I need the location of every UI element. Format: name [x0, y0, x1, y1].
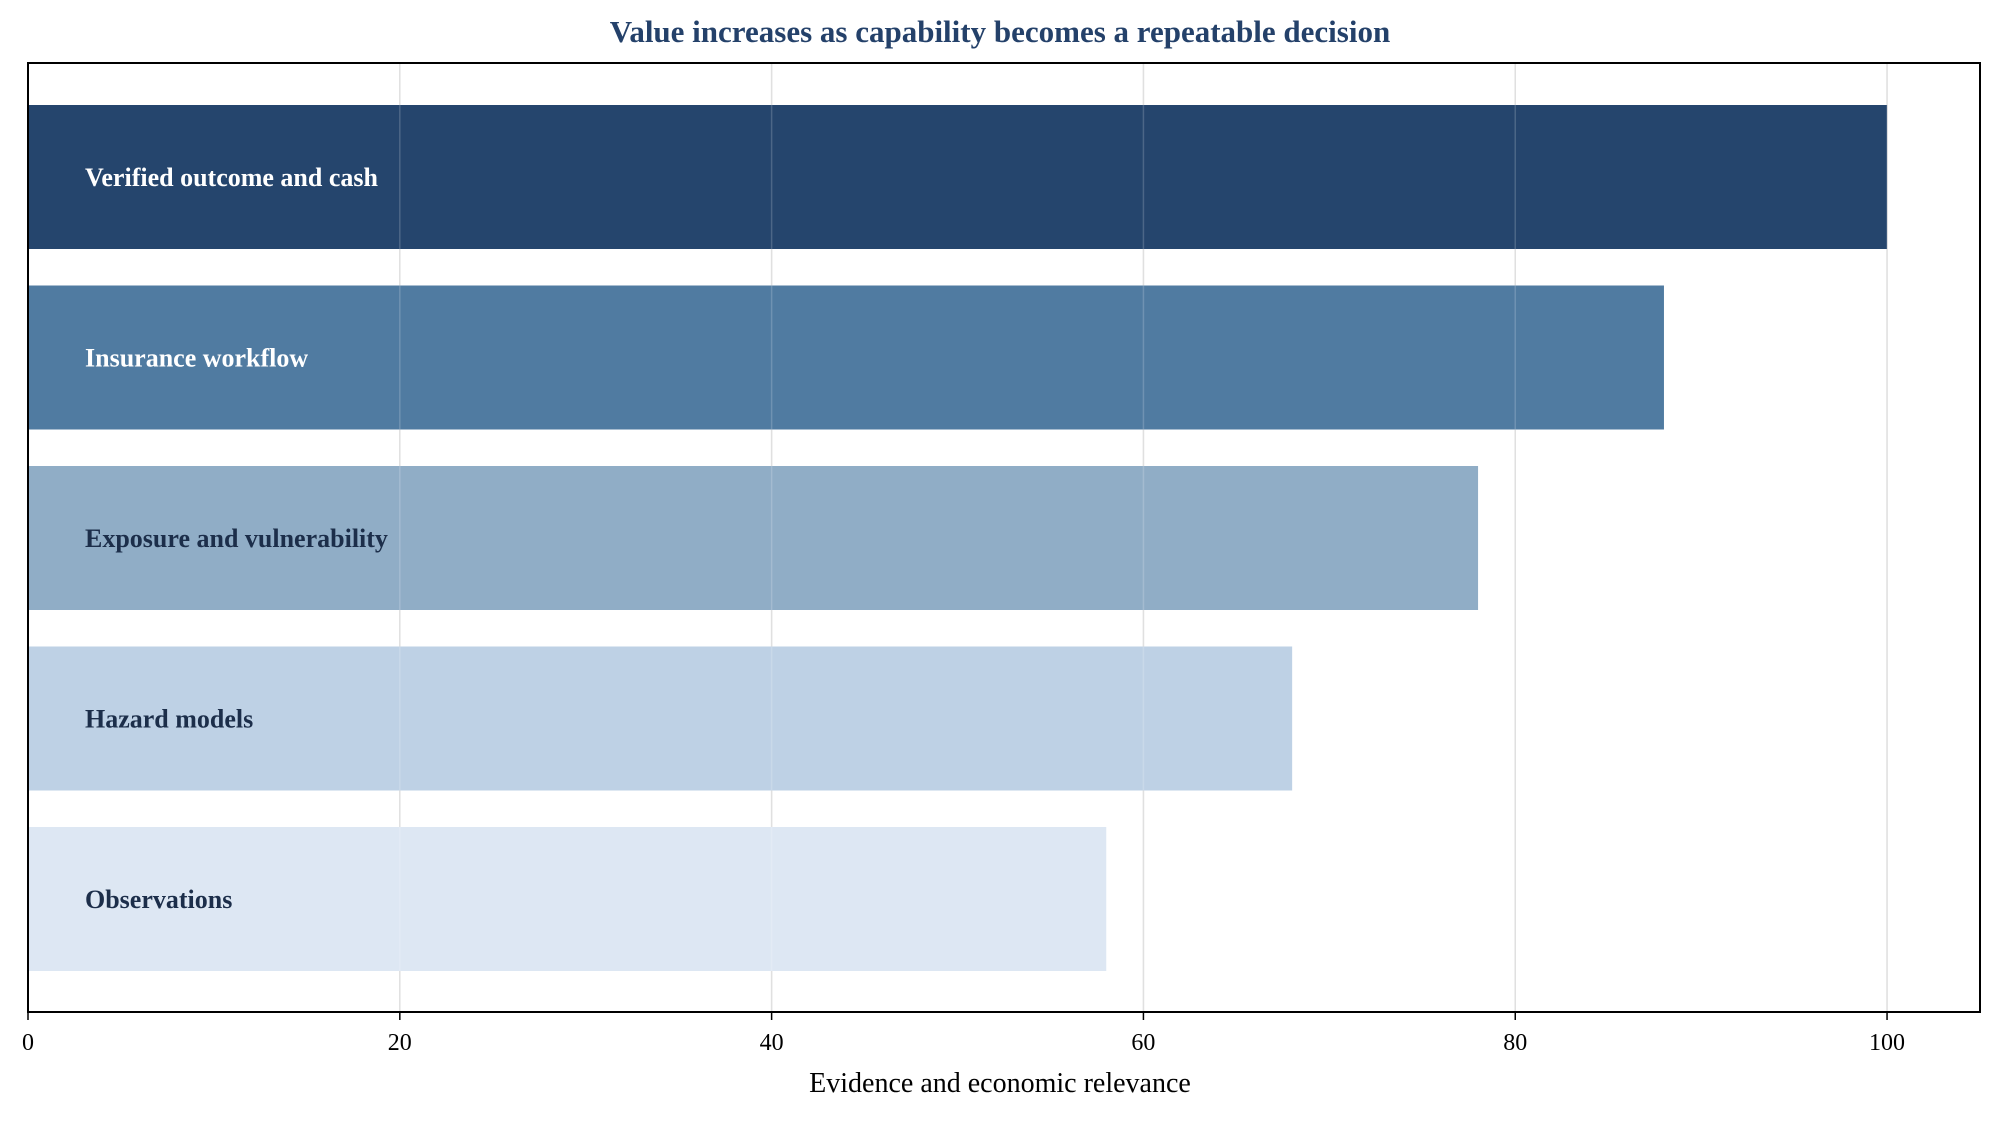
bar	[28, 827, 1107, 971]
bar	[28, 466, 1479, 610]
x-tick-label: 80	[1503, 1030, 1527, 1056]
x-axis-label: Evidence and economic relevance	[809, 1068, 1191, 1099]
x-tick-label: 40	[760, 1030, 784, 1056]
plot-frame	[27, 62, 1981, 1013]
bar	[28, 646, 1293, 791]
bars	[28, 105, 1888, 971]
x-tick-label: 100	[1869, 1030, 1905, 1056]
bar-label: Observations	[85, 885, 232, 914]
x-axis-ticks: 0 20 40 60 80 100	[22, 1012, 1905, 1056]
bar-label: Exposure and vulnerability	[85, 524, 388, 553]
bar-labels: Verified outcome and cash Insurance workf…	[27, 63, 1888, 1012]
x-tick-label: 60	[1131, 1030, 1155, 1056]
bar	[28, 105, 1888, 249]
chart-title: Value increases as capability becomes a …	[610, 14, 1390, 49]
bar	[28, 285, 1664, 430]
bar-label: Insurance workflow	[85, 344, 308, 373]
x-tick-label: 0	[22, 1030, 34, 1056]
bar-label: Verified outcome and cash	[85, 163, 379, 192]
x-tick-label: 20	[388, 1030, 412, 1056]
bar-label: Hazard models	[85, 705, 253, 734]
